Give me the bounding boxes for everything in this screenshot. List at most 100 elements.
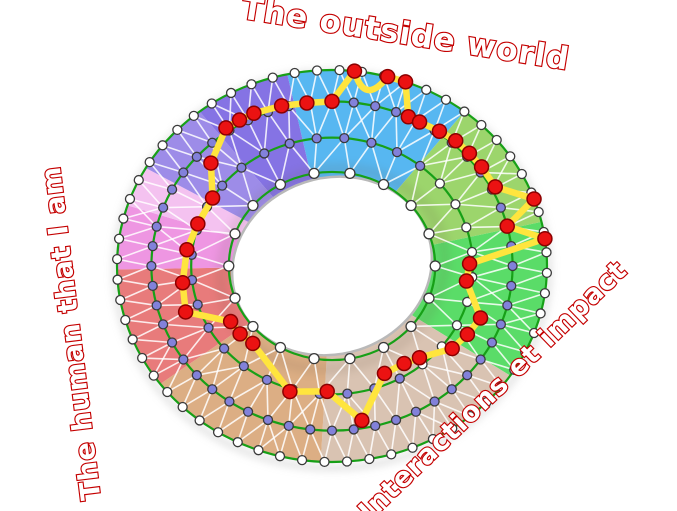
mesh-line xyxy=(171,188,208,208)
graph-node xyxy=(113,233,125,244)
mesh-line xyxy=(382,151,398,185)
graph-node xyxy=(502,300,513,311)
mesh-line xyxy=(419,156,468,167)
mesh-line xyxy=(353,102,373,144)
graph-node xyxy=(461,222,472,233)
graph-node xyxy=(218,343,230,354)
journey-red-node xyxy=(396,355,412,372)
mesh-line xyxy=(129,198,158,228)
mesh-line xyxy=(237,419,269,443)
graph-node xyxy=(459,106,470,117)
graph-node xyxy=(440,94,452,105)
graph-node xyxy=(311,65,323,76)
mesh-line xyxy=(500,323,535,334)
journey-red-node xyxy=(177,304,194,320)
mesh-line xyxy=(507,292,546,307)
mesh-line xyxy=(491,341,526,353)
mesh-line xyxy=(506,304,535,334)
mesh-line xyxy=(428,203,457,235)
graph-node xyxy=(247,199,259,212)
mesh-line xyxy=(433,401,453,429)
graph-node xyxy=(137,352,148,364)
mesh-line xyxy=(434,400,471,417)
graph-node xyxy=(274,341,287,354)
mesh-line xyxy=(512,265,548,274)
graph-node xyxy=(162,386,173,398)
graph-node xyxy=(421,84,432,95)
graph-node xyxy=(339,132,350,144)
graph-node xyxy=(166,184,178,195)
graph-node xyxy=(178,167,189,178)
mesh-line xyxy=(507,304,541,315)
graph-node xyxy=(284,138,295,149)
graph-node xyxy=(246,79,257,90)
graph-node xyxy=(229,228,241,240)
mesh-line xyxy=(138,179,164,209)
mesh-line xyxy=(422,363,453,390)
mesh-line xyxy=(171,327,209,344)
mesh-line xyxy=(455,203,501,209)
mesh-line xyxy=(132,338,173,344)
graph-node xyxy=(541,247,552,258)
mesh-line xyxy=(196,365,245,376)
journey-red-node xyxy=(203,155,219,171)
mesh-line xyxy=(451,388,487,403)
graph-node xyxy=(326,425,338,436)
graph-node xyxy=(495,202,507,213)
graph-node xyxy=(410,406,422,417)
graph-node xyxy=(465,410,476,422)
graph-node xyxy=(434,178,446,189)
graph-node xyxy=(308,353,320,365)
mesh-line xyxy=(410,182,441,207)
journey-red-node xyxy=(273,98,290,114)
graph-node xyxy=(207,384,218,395)
graph-node xyxy=(259,148,270,159)
mesh-line xyxy=(331,430,348,462)
mesh-line xyxy=(182,172,208,208)
mesh-line xyxy=(419,130,436,167)
journey-red-node xyxy=(459,326,476,343)
mesh-line xyxy=(343,137,351,174)
ring-ellipse xyxy=(115,68,549,464)
graph-node xyxy=(405,199,417,212)
mesh-line xyxy=(142,357,184,361)
mesh-line xyxy=(511,272,548,287)
graph-node xyxy=(212,427,224,438)
graph-node xyxy=(133,174,144,186)
mesh-line xyxy=(228,130,243,168)
mesh-line xyxy=(422,363,468,376)
graph-node xyxy=(342,388,353,399)
mesh-line xyxy=(465,206,502,229)
graph-node xyxy=(348,97,359,108)
mesh-line xyxy=(373,347,385,389)
graph-node xyxy=(486,337,498,348)
mesh-line xyxy=(370,111,397,144)
mesh-line xyxy=(117,265,152,281)
mesh-line xyxy=(257,419,269,451)
mesh-line xyxy=(141,341,173,359)
journey-red-node xyxy=(246,105,262,121)
mesh-line xyxy=(221,184,254,207)
graph-node xyxy=(115,294,126,306)
mesh-line xyxy=(353,429,371,460)
journey-red-node xyxy=(179,242,195,258)
mesh-line xyxy=(279,425,290,457)
journey-red-node xyxy=(499,218,515,234)
journey-red-node xyxy=(174,274,191,291)
graph-node xyxy=(147,280,158,291)
mesh-line xyxy=(466,374,488,403)
mesh-line xyxy=(301,429,312,461)
mesh-line xyxy=(343,105,376,139)
mesh-line xyxy=(191,265,230,281)
graph-node xyxy=(223,260,235,272)
journey-red-node xyxy=(282,383,298,400)
mesh-line xyxy=(349,358,375,389)
graph-node xyxy=(496,381,507,392)
mesh-line xyxy=(197,297,236,306)
graph-node xyxy=(191,151,202,162)
mesh-line xyxy=(124,304,157,321)
mesh-line xyxy=(395,89,427,113)
mesh-line xyxy=(116,245,153,260)
graph-node xyxy=(391,146,403,158)
graph-node xyxy=(296,454,308,466)
